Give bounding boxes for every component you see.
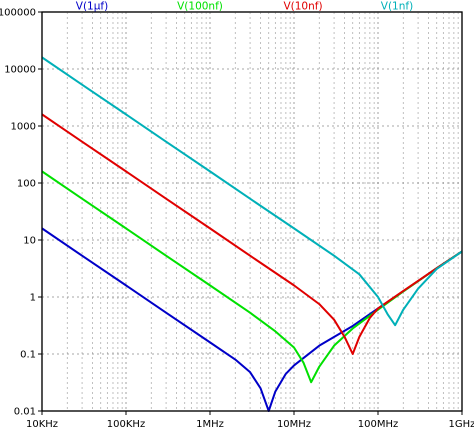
x-tick-label: 100KHz bbox=[107, 419, 145, 430]
y-tick-label: 100 bbox=[17, 179, 36, 190]
y-axis-ticks: 100000 10000 1000 100 10 1 0.1 0.01 bbox=[0, 8, 42, 418]
y-tick-label: 10 bbox=[23, 236, 36, 247]
legend: V(1µf) V(100nf) V(10nf) V(1nf) bbox=[76, 1, 413, 13]
plot-area bbox=[41, 11, 463, 412]
x-tick-label: 100MHz bbox=[358, 419, 398, 430]
y-tick-label: 100000 bbox=[0, 8, 36, 19]
legend-entry-4: V(1nf) bbox=[381, 1, 413, 13]
legend-entry-1: V(1µf) bbox=[76, 1, 108, 13]
x-tick-label: 1MHz bbox=[196, 419, 224, 430]
y-tick-label: 10000 bbox=[4, 65, 36, 76]
x-axis-ticks: 10KHz 100KHz 1MHz 10MHz 100MHz 1GHz bbox=[26, 411, 474, 430]
x-tick-label: 10KHz bbox=[26, 419, 58, 430]
legend-entry-3: V(10nf) bbox=[283, 1, 322, 13]
x-tick-label: 10MHz bbox=[277, 419, 311, 430]
grid bbox=[42, 12, 462, 411]
series-line-3 bbox=[41, 113, 463, 355]
series-line-4 bbox=[41, 56, 463, 327]
y-tick-label: 1000 bbox=[11, 122, 36, 133]
plot-frame bbox=[41, 11, 463, 412]
legend-entry-2: V(100nf) bbox=[177, 1, 223, 13]
y-tick-label: 0.01 bbox=[14, 407, 36, 418]
series-group bbox=[41, 56, 463, 412]
y-tick-label: 1 bbox=[30, 293, 36, 304]
x-tick-label: 1GHz bbox=[449, 419, 474, 430]
y-tick-label: 0.1 bbox=[20, 350, 36, 361]
